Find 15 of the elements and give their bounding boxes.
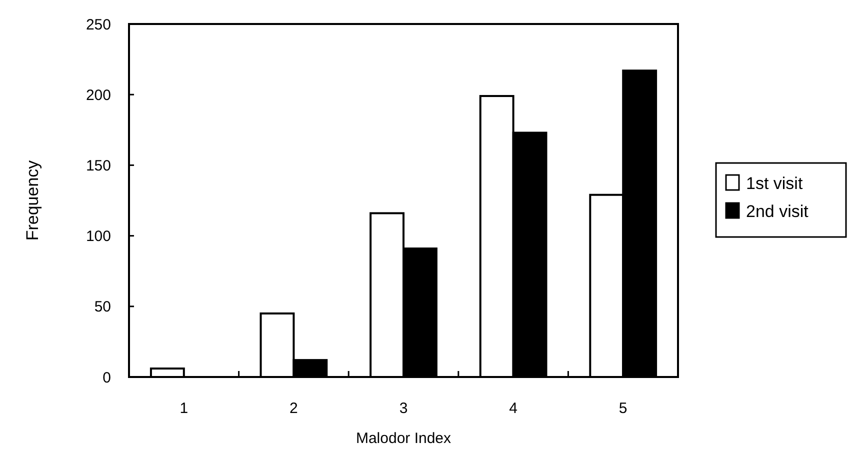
y-tick-label: 150 <box>86 157 111 174</box>
y-tick-label: 250 <box>86 16 111 34</box>
x-tick-label: 5 <box>618 400 628 417</box>
y-axis-title: Frequency <box>23 160 42 241</box>
y-tick-label: 100 <box>86 228 111 246</box>
y-tick-label: 0 <box>102 369 111 386</box>
x-tick-label: 1 <box>180 400 188 417</box>
y-tick-label: 50 <box>94 298 111 316</box>
y-tick-label: 200 <box>86 86 111 104</box>
x-tick-label: 2 <box>290 400 298 417</box>
legend-label: 2nd visit <box>746 202 809 221</box>
x-tick-label: 3 <box>399 400 408 417</box>
legend-label: 1st visit <box>746 174 803 193</box>
x-axis-title: Malodor Index <box>356 430 452 447</box>
x-tick-label: 4 <box>509 400 518 417</box>
